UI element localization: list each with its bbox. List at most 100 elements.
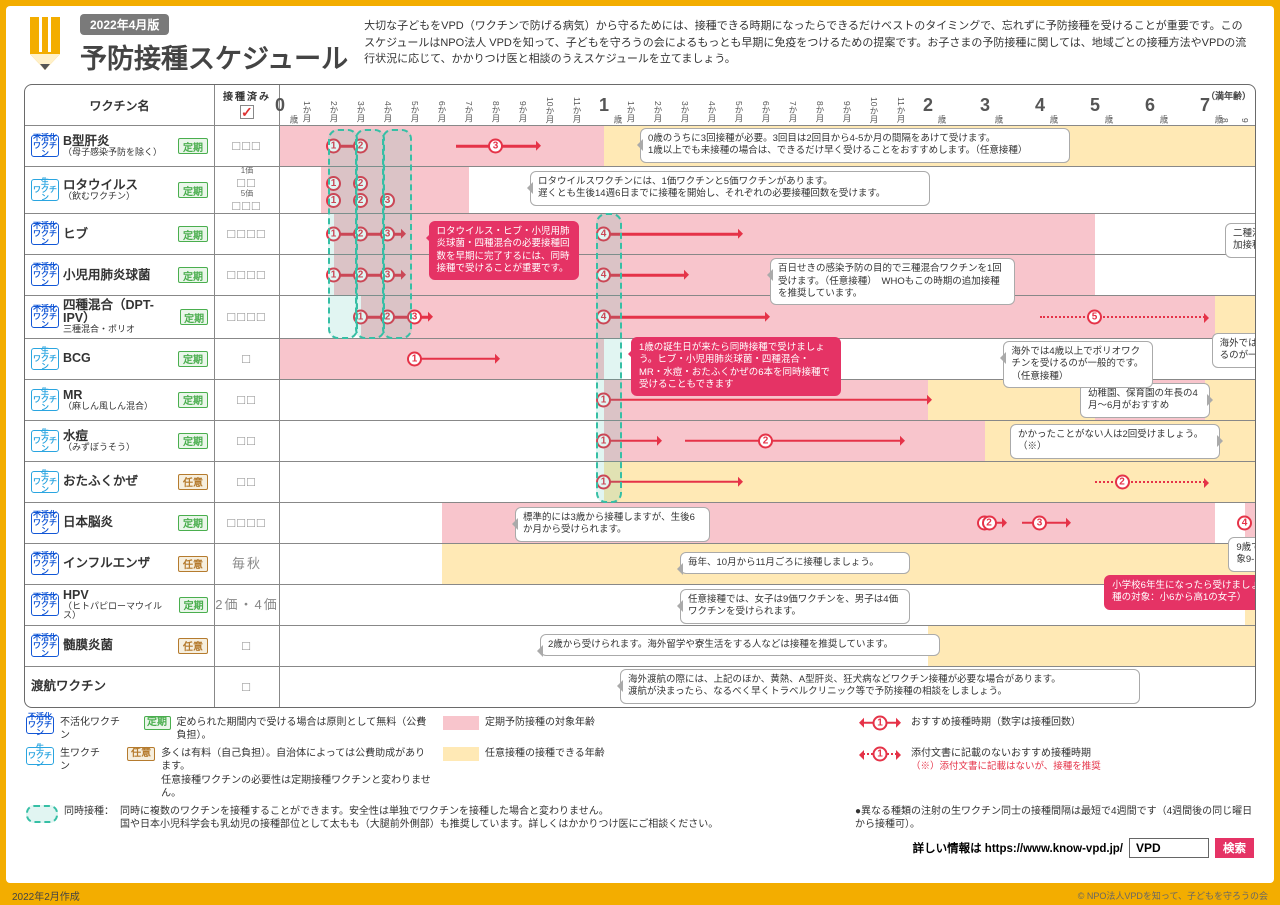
vaccine-name: インフルエンザ [63, 557, 150, 570]
dose-marker: 1 [407, 351, 422, 366]
note-bubble: 海外渡航の際には、上記のほか、黄熱、A型肝炎、狂犬病などワクチン接種が必要な場合… [620, 669, 1140, 704]
age-range-nini [928, 626, 1256, 666]
page: 2022年4月版 予防接種スケジュール 大切な子どもをVPD（ワクチンで防げる病… [6, 6, 1274, 883]
dose-marker: 4 [1237, 515, 1252, 530]
timeline-cell: 海外渡航の際には、上記のほか、黄熱、A型肝炎、狂犬病などワクチン接種が必要な場合… [280, 667, 1255, 707]
vaccine-name: B型肝炎（母子感染予防を除く） [63, 135, 162, 158]
vaccine-name-cell: 不活化 ワクチン日本脳炎定期 [25, 503, 215, 543]
note-bubble: 0歳のうちに3回接種が必要。3回目は2回目から4-5か月の間隔をあけて受けます。… [640, 128, 1070, 163]
nini-badge: 任意 [178, 474, 208, 490]
vaccine-name: おたふくかぜ [63, 475, 138, 488]
live-icon: 生 ワクチン [31, 179, 59, 201]
live-icon: 生 ワクチン [26, 747, 54, 765]
note-bubble: 9歳で追加接種（接種対象9-12歳） [1228, 537, 1256, 572]
teiki-swatch [443, 716, 479, 730]
coadmin-zone [382, 129, 412, 339]
vaccine-name-cell: 不活化 ワクチンインフルエンザ任意 [25, 544, 215, 584]
vaccine-name-cell: 生 ワクチンロタウイルス（飲むワクチン） 定期 [25, 167, 215, 213]
search-button[interactable]: 検索 [1215, 838, 1254, 858]
check-cell: □□□□ [215, 255, 280, 295]
teiki-icon: 定期 [144, 716, 171, 730]
vaccine-row-var: 生 ワクチン水痘（みずぼうそう）定期□□12かかったことがない人は2回受けましょ… [25, 420, 1255, 461]
chart-header-row: ワクチン名 接種済み ✓ （満年齢） 0歳1か月2か月3か月4か月5か月6か月7… [25, 85, 1255, 125]
bottom-bar: 2022年2月作成 © NPO法人VPDを知って、子どもを守ろうの会 [0, 885, 1280, 905]
age-range-nini [1215, 296, 1256, 338]
footer-row: 詳しい情報は https://www.know-vpd.jp/ VPD 検索 [26, 838, 1254, 858]
dose-marker: 2 [758, 433, 773, 448]
vaccine-name: 髄膜炎菌 [63, 639, 113, 652]
note-bubble-red: ロタウイルス・ヒブ・小児用肺炎球菌・四種混合の必要接種回数を早期に完了するには、… [429, 221, 579, 280]
note-bubble: 標準的には3歳から接種しますが、生後6か月から受けられます。 [515, 507, 710, 542]
coadmin-zone [596, 213, 622, 503]
vaccine-name: 日本脳炎 [63, 516, 113, 529]
vaccine-row-flu: 不活化 ワクチンインフルエンザ任意毎秋毎年、10月から11月ごろに接種しましょう… [25, 543, 1255, 584]
header-vaccine-name: ワクチン名 [25, 85, 215, 125]
timing-arrow [1095, 481, 1205, 483]
vaccine-name-cell: 不活化 ワクチンHPV（ヒトパピローマウイルス）定期 [25, 585, 215, 625]
live-icon: 生 ワクチン [31, 348, 59, 370]
teiki-badge: 定期 [178, 267, 208, 283]
coadmin-zone [355, 129, 385, 339]
copyright: © NPO法人VPDを知って、子どもを守ろうの会 [1078, 889, 1268, 902]
legend-inact: 不活化 ワクチン 不活化ワクチン 定期 定められた期間内で受ける場合は原則として… [26, 716, 431, 743]
timeline-cell: 1234百日せきの感染予防の目的で三種混合ワクチンを1回受けます。（任意接種） … [280, 255, 1255, 295]
note-bubble: 任意接種では、女子は9価ワクチンを、男子は4価ワクチンを受けられます。 [680, 589, 910, 624]
nini-badge: 任意 [178, 638, 208, 654]
header-timeline: （満年齢） 0歳1か月2か月3か月4か月5か月6か月7か月8か月9か月10か月1… [280, 85, 1255, 125]
dose-marker: 3 [1032, 515, 1047, 530]
header-done: 接種済み ✓ [215, 85, 280, 125]
teiki-badge: 定期 [178, 138, 208, 154]
check-cell: □□ [215, 421, 280, 461]
vaccine-row-mening: 不活化 ワクチン髄膜炎菌任意□2歳から受けられます。海外留学や寮生活をする人など… [25, 625, 1255, 666]
legend-rec-star: （※）添付文書に記載はないが、接種を推奨 [855, 761, 1254, 774]
timeline-cell: 12123ロタウイルスワクチンには、1価ワクチンと5価ワクチンがあります。 遅く… [280, 167, 1255, 213]
dose-marker: 2 [1115, 474, 1130, 489]
main-title: 予防接種スケジュール [80, 37, 348, 76]
vaccine-name: ロタウイルス（飲むワクチン） [63, 179, 138, 202]
legend: 不活化 ワクチン 不活化ワクチン 定期 定められた期間内で受ける場合は原則として… [26, 716, 1254, 832]
note-bubble: 2歳から受けられます。海外留学や寮生活をする人などは接種を推奨しています。 [540, 634, 940, 656]
vaccine-name-cell: 渡航ワクチン [25, 667, 215, 707]
timing-arrow [685, 440, 901, 443]
timing-arrow [604, 399, 928, 402]
pencil-icon [26, 14, 64, 72]
note-bubble: 毎年、10月から11月ごろに接種しましょう。 [680, 552, 910, 574]
schedule-chart: ワクチン名 接種済み ✓ （満年齢） 0歳1か月2か月3か月4か月5か月6か月7… [24, 84, 1256, 708]
check-cell: □□□□ [215, 296, 280, 338]
note-bubble: 百日せきの感染予防の目的で三種混合ワクチンを1回受けます。（任意接種） WHOも… [770, 258, 1015, 305]
dose-marker: 3 [488, 139, 503, 154]
vaccine-name: MR（麻しん風しん混合） [63, 389, 153, 412]
teiki-badge: 定期 [178, 515, 208, 531]
intro-text: 大切な子どもをVPD（ワクチンで防げる病気）から守るためには、接種できる時期にな… [364, 14, 1252, 68]
timeline-cell: 2歳から受けられます。海外留学や寮生活をする人などは接種を推奨しています。 [280, 626, 1255, 666]
dose-marker: 2 [982, 515, 997, 530]
legend-bg-nini: 任意接種の接種できる年齢 [443, 747, 843, 801]
inactivated-icon: 不活化 ワクチン [31, 635, 59, 657]
vaccine-name-cell: 不活化 ワクチン四種混合（DPT-IPV）三種混合・ポリオ定期 [25, 296, 215, 338]
teiki-badge: 定期 [179, 597, 208, 613]
dashed-arrow-icon: 1 [855, 747, 905, 761]
header: 2022年4月版 予防接種スケジュール 大切な子どもをVPD（ワクチンで防げる病… [6, 6, 1274, 80]
footer-url: 詳しい情報は https://www.know-vpd.jp/ [913, 840, 1123, 856]
dose-marker: 5 [1087, 310, 1102, 325]
vaccine-row-hepb: 不活化 ワクチンB型肝炎（母子感染予防を除く）定期□□□1230歳のうちに3回接… [25, 125, 1255, 166]
teiki-badge: 定期 [178, 392, 208, 408]
teiki-badge: 定期 [178, 182, 208, 198]
live-icon: 生 ワクチン [31, 389, 59, 411]
nini-icon: 任意 [127, 747, 155, 761]
vaccine-name-cell: 生 ワクチンMR（麻しん風しん混合） 定期 [25, 380, 215, 420]
legend-live: 生 ワクチン 生ワクチン 任意 多くは有料（自己負担）。自治体によっては公費助成… [26, 747, 431, 801]
note-bubble-red: 1歳の誕生日が来たら同時接種で受けましょう。ヒブ・小児用肺炎球菌・四種混合・MR… [631, 337, 841, 396]
check-cell: □□□□ [215, 503, 280, 543]
legend-rec-dashed: 1 添付文書に記載のないおすすめ接種時期 [855, 747, 1254, 761]
teiki-badge: 定期 [180, 309, 208, 325]
vaccine-row-rota: 生 ワクチンロタウイルス（飲むワクチン）定期1価□□5価□□□12123ロタウイ… [25, 166, 1255, 213]
teiki-badge: 定期 [178, 433, 208, 449]
vaccine-name-cell: 生 ワクチンおたふくかぜ任意 [25, 462, 215, 502]
nini-badge: 任意 [178, 556, 208, 572]
vaccine-row-hpv: 不活化 ワクチンHPV（ヒトパピローマウイルス）定期2価・4価任意接種では、女子… [25, 584, 1255, 625]
vaccine-row-mumps: 生 ワクチンおたふくかぜ任意□□12 [25, 461, 1255, 502]
search-input[interactable]: VPD [1129, 838, 1209, 858]
teiki-badge: 定期 [178, 351, 208, 367]
vaccine-name-cell: 不活化 ワクチン小児用肺炎球菌定期 [25, 255, 215, 295]
